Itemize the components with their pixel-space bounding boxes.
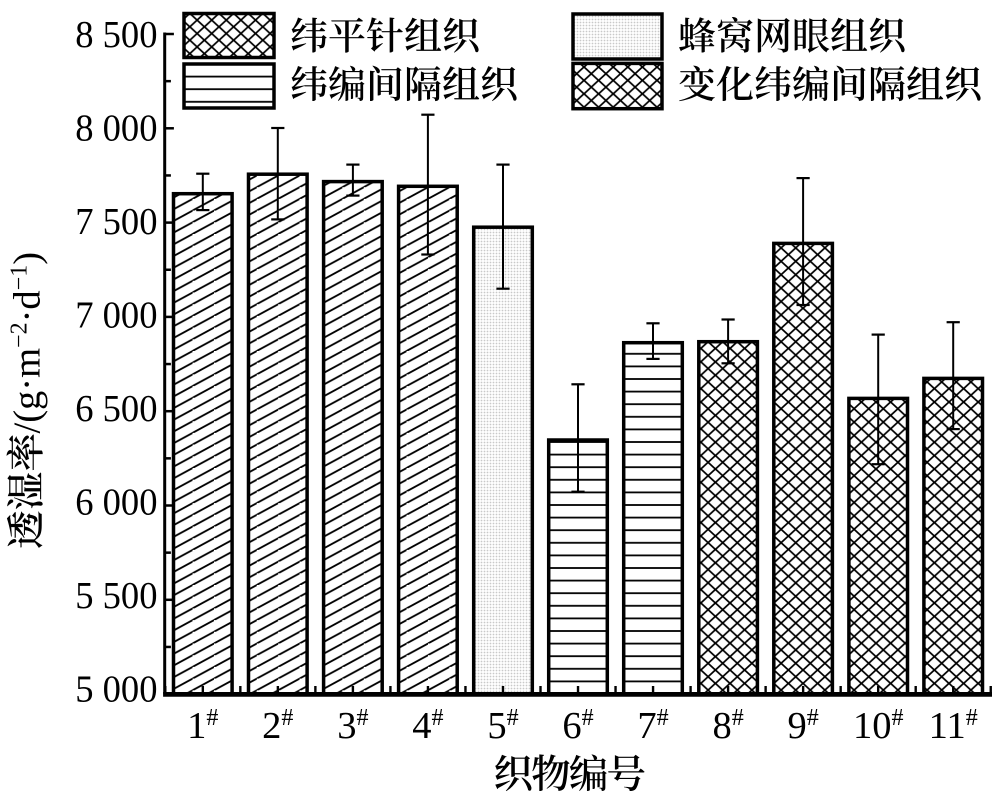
svg-text:3#: 3# xyxy=(337,705,368,747)
svg-text:8 500: 8 500 xyxy=(75,14,157,56)
svg-text:9#: 9# xyxy=(787,705,818,747)
svg-text:10#: 10# xyxy=(853,705,904,747)
svg-text:6#: 6# xyxy=(562,705,593,747)
svg-text:7#: 7# xyxy=(637,705,668,747)
svg-text:8 000: 8 000 xyxy=(75,108,157,150)
svg-text:5#: 5# xyxy=(487,705,518,747)
svg-text:/(g·m−2·d−1): /(g·m−2·d−1) xyxy=(7,252,49,434)
svg-text:6 000: 6 000 xyxy=(75,482,157,524)
svg-text:5 500: 5 500 xyxy=(75,575,157,617)
svg-text:7 500: 7 500 xyxy=(75,201,157,243)
svg-text:6 500: 6 500 xyxy=(75,388,157,430)
svg-text:11#: 11# xyxy=(929,705,978,747)
svg-text:5 000: 5 000 xyxy=(75,669,157,711)
svg-text:8#: 8# xyxy=(712,705,743,747)
svg-text:2#: 2# xyxy=(262,705,293,747)
svg-text:7 000: 7 000 xyxy=(75,295,157,337)
svg-text:1#: 1# xyxy=(187,705,218,747)
svg-text:4#: 4# xyxy=(412,705,443,747)
